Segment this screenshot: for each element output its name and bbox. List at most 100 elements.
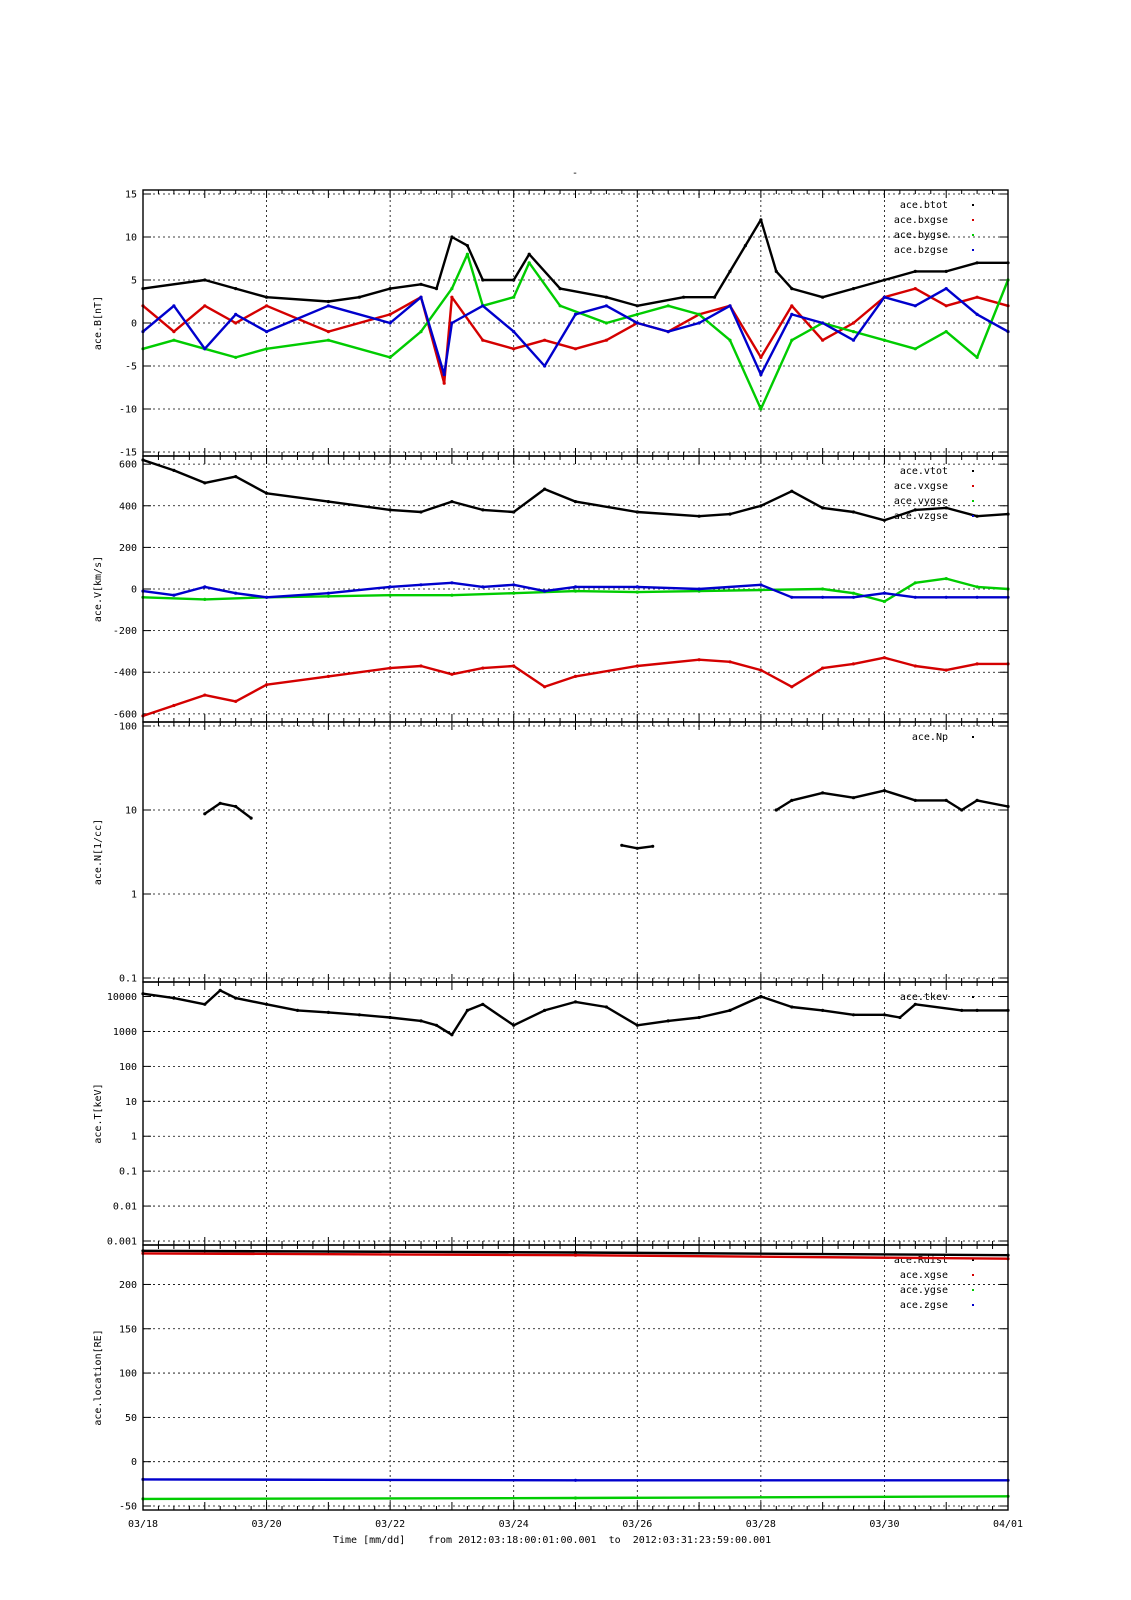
data-point [882, 1013, 887, 1017]
data-point [543, 685, 547, 689]
legend-marker [972, 470, 974, 472]
legend-marker [972, 219, 974, 221]
series-ace-bzgse [142, 287, 1009, 376]
data-point [419, 330, 423, 334]
data-point [635, 1023, 639, 1027]
y-tick-label: 10 [125, 233, 137, 244]
data-point [790, 798, 794, 803]
data-point [975, 261, 979, 265]
y-tick-label: 0.001 [107, 1237, 137, 1248]
data-point [913, 347, 917, 351]
data-point [944, 304, 948, 308]
data-point [635, 510, 639, 514]
legend-label: ace.bxgse [894, 215, 948, 226]
data-point [573, 347, 578, 351]
panel-3: 0.1 1 10 100 ace.N[1/cc] ace.Np [93, 721, 1010, 985]
data-point [388, 321, 392, 325]
y-tick-label: -15 [119, 448, 137, 459]
data-point [759, 218, 763, 222]
y-axis-label: ace.V[km/s] [93, 556, 104, 622]
data-point [851, 330, 856, 334]
legend-marker [972, 736, 974, 738]
y-tick-label: 1 [131, 890, 137, 901]
legend-label: ace.bzgse [894, 245, 948, 256]
data-point [573, 585, 578, 589]
data-point [882, 599, 887, 604]
y-tick-label: 0.1 [119, 1167, 137, 1178]
data-point [203, 481, 207, 485]
series-ace-btot [142, 218, 1008, 307]
data-point [419, 1019, 423, 1023]
y-tick-label: -5 [125, 362, 137, 373]
data-point [388, 355, 392, 359]
data-point [790, 312, 794, 316]
data-point [265, 491, 269, 495]
data-point [975, 514, 979, 518]
x-tick-label: 03/20 [252, 1519, 282, 1530]
data-point [759, 588, 763, 592]
data-point [265, 595, 269, 599]
data-point [944, 330, 948, 334]
data-point [975, 355, 979, 359]
legend-marker [972, 500, 974, 502]
data-point [944, 798, 948, 803]
data-point [450, 287, 454, 291]
data-point [790, 287, 794, 291]
data-point [388, 508, 392, 512]
y-tick-label: 10 [125, 1097, 137, 1108]
legend-label: ace.bygse [894, 230, 948, 241]
data-point [234, 312, 238, 316]
data-point [944, 595, 948, 599]
data-point [388, 287, 392, 291]
data-point [434, 287, 439, 291]
data-point [759, 994, 763, 999]
legend-marker [972, 485, 974, 487]
data-point [975, 595, 979, 599]
data-point [218, 988, 222, 993]
data-point [913, 304, 917, 308]
data-point [265, 330, 269, 334]
data-point [357, 1013, 361, 1017]
data-point [203, 585, 207, 589]
data-point [481, 666, 485, 670]
data-point [234, 996, 238, 1000]
series-ace-vygse [142, 577, 1009, 603]
y-tick-label: 150 [119, 1324, 137, 1335]
data-point [218, 801, 222, 805]
y-tick-label: 200 [119, 543, 137, 554]
data-point [728, 338, 732, 342]
x-tick-label: 03/22 [375, 1519, 405, 1530]
data-point [759, 407, 763, 411]
legend-marker [972, 249, 974, 251]
data-point [388, 666, 392, 670]
data-point [326, 330, 330, 334]
data-point [620, 843, 624, 847]
legend-marker [972, 515, 974, 517]
data-point [558, 287, 562, 291]
data-point [851, 591, 856, 595]
data-point [465, 244, 469, 248]
data-point [481, 508, 485, 512]
data-point [821, 295, 825, 299]
y-axis-label: ace.N[1/cc] [93, 819, 104, 885]
data-point [975, 798, 979, 803]
data-point [851, 338, 856, 342]
y-tick-label: 0.01 [113, 1202, 137, 1213]
data-point [697, 587, 701, 591]
data-point [419, 510, 423, 514]
data-point [728, 660, 732, 664]
y-axis-label: ace.T[keV] [93, 1083, 104, 1143]
data-point [265, 347, 269, 351]
y-tick-label: -600 [113, 709, 137, 720]
data-point [882, 295, 887, 299]
legend-label: ace.zgse [900, 1300, 948, 1311]
data-point [774, 808, 778, 812]
data-point [295, 1008, 300, 1013]
data-point [697, 658, 701, 662]
data-point [172, 996, 176, 1000]
data-point [481, 338, 485, 342]
series-ace-tkev [142, 989, 1008, 1036]
data-point [326, 594, 330, 598]
data-point [172, 593, 176, 597]
data-point [388, 312, 392, 316]
